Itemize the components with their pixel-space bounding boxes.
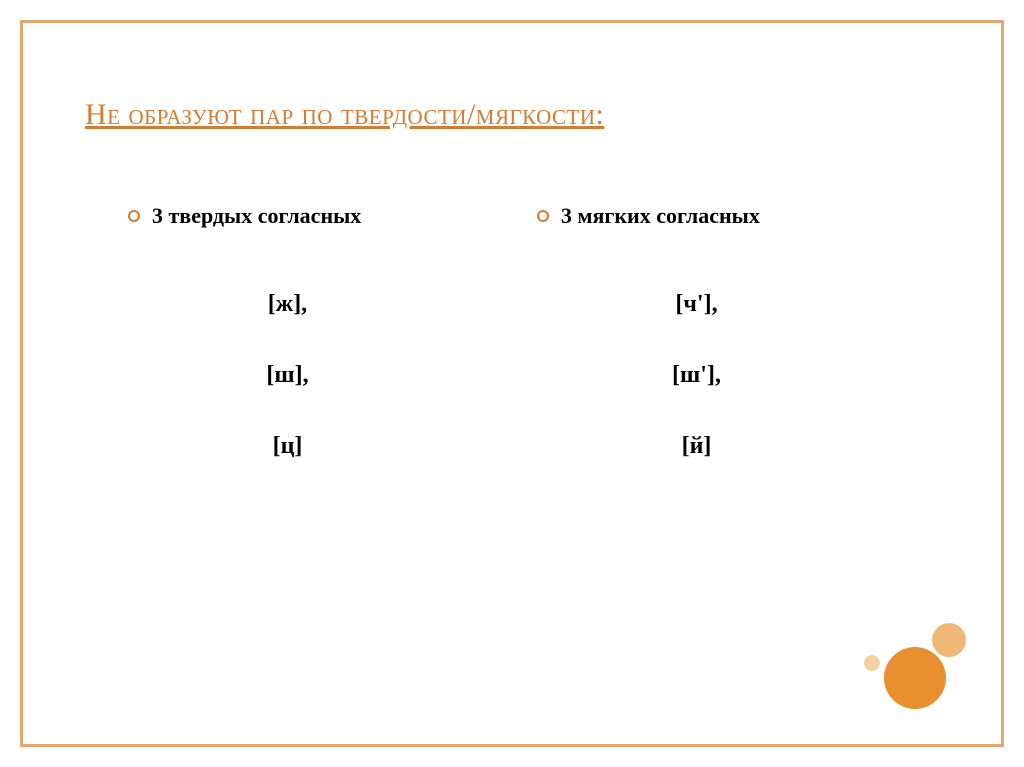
decorative-circles <box>856 619 966 709</box>
right-heading: 3 мягких согласных <box>561 203 760 229</box>
right-item: [й] <box>512 433 921 460</box>
right-column: 3 мягких согласных [ч'], [ш'], [й] <box>512 203 921 482</box>
right-heading-row: 3 мягких согласных <box>512 203 921 229</box>
bullet-icon <box>537 210 549 222</box>
bullet-icon <box>128 210 140 222</box>
left-item: [ц] <box>103 433 512 460</box>
circle-icon <box>864 655 880 671</box>
right-item: [ш'], <box>512 362 921 389</box>
left-item: [ж], <box>103 291 512 318</box>
left-heading: 3 твердых согласных <box>152 203 361 229</box>
left-column: 3 твердых согласных [ж], [ш], [ц] <box>103 203 512 482</box>
slide-frame: Не образуют пар по твердости/мягкости: 3… <box>20 20 1004 747</box>
circle-icon <box>884 647 946 709</box>
left-item: [ш], <box>103 362 512 389</box>
right-item: [ч'], <box>512 291 921 318</box>
content-columns: 3 твердых согласных [ж], [ш], [ц] 3 мягк… <box>103 203 921 482</box>
circle-icon <box>932 623 966 657</box>
left-heading-row: 3 твердых согласных <box>103 203 512 229</box>
slide-title: Не образуют пар по твердости/мягкости: <box>85 98 604 132</box>
